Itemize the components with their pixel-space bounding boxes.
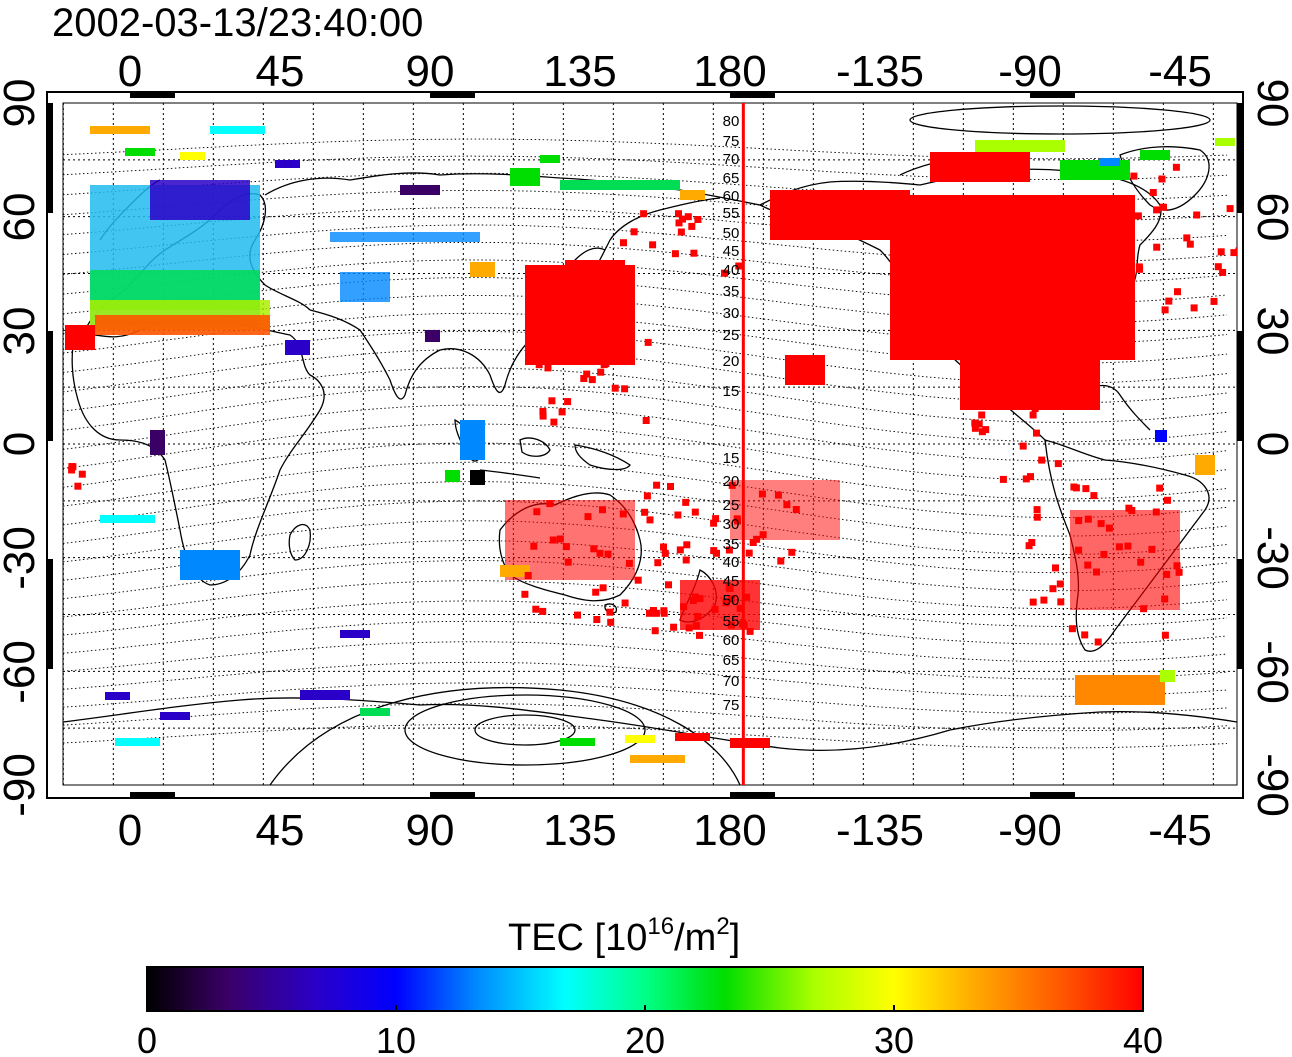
longitude-label: -135 <box>836 47 924 96</box>
magnetic-latitude-label: 75 <box>723 133 740 150</box>
magnetic-latitude-label: 45 <box>723 573 740 590</box>
latitude-label: -60 <box>1248 640 1292 704</box>
colorbar-gradient <box>146 966 1144 1012</box>
latitude-label: 60 <box>1248 193 1292 242</box>
longitude-label: 0 <box>118 47 142 96</box>
magnetic-latitude-label: 40 <box>723 554 740 571</box>
longitude-label: -135 <box>836 806 924 855</box>
magnetic-latitude-label: 35 <box>723 536 740 553</box>
magnetic-latitude-labels: 8075706560555045403530252015152025303540… <box>723 113 740 714</box>
longitude-label: 180 <box>693 47 766 96</box>
magnetic-latitude-label: 60 <box>723 188 740 205</box>
magnetic-latitude-label: 55 <box>723 613 740 630</box>
latitude-label: 90 <box>1248 79 1292 128</box>
magnetic-latitude-label: 80 <box>723 113 740 130</box>
magnetic-latitude-label: 65 <box>723 170 740 187</box>
magnetic-latitude-label: 50 <box>723 225 740 242</box>
tec-scatter-points <box>68 163 1237 646</box>
magnetic-latitude-label: 15 <box>723 450 740 467</box>
magnetic-latitude-label: 20 <box>723 353 740 370</box>
longitude-label: -45 <box>1148 47 1212 96</box>
latitude-label: 0 <box>0 432 44 456</box>
latitude-label: -30 <box>0 526 44 590</box>
magnetic-latitude-label: 45 <box>723 243 740 260</box>
longitude-labels-top: 0 45 90 135 180 -135 -90 -45 <box>118 47 1212 96</box>
latitude-label: 30 <box>0 307 44 356</box>
latitude-label: 30 <box>1248 307 1292 356</box>
longitude-label: 135 <box>543 806 616 855</box>
longitude-label: 45 <box>256 806 305 855</box>
magnetic-latitude-label: 20 <box>723 473 740 490</box>
latitude-label: 90 <box>0 79 44 128</box>
latitude-labels-right: 90 60 30 0 -30 -60 -90 <box>1248 79 1292 817</box>
colorbar-tick-label: 10 <box>376 1020 416 1057</box>
magnetic-latitude-label: 55 <box>723 205 740 222</box>
latitude-label: 0 <box>1248 432 1292 456</box>
latitude-label: 60 <box>0 193 44 242</box>
latitude-label: -30 <box>1248 526 1292 590</box>
magnetic-latitude-label: 30 <box>723 305 740 322</box>
colorbar-ticks: 0 10 20 30 40 <box>137 1005 1163 1057</box>
longitude-label: 90 <box>406 806 455 855</box>
colorbar-label: TEC [1016/m2] <box>508 913 740 959</box>
magnetic-latitude-label: 65 <box>723 652 740 669</box>
magnetic-latitude-label: 75 <box>723 697 740 714</box>
longitude-label: 90 <box>406 47 455 96</box>
magnetic-latitude-label: 70 <box>723 151 740 168</box>
magnetic-latitude-label: 40 <box>723 262 740 279</box>
colorbar-tick-label: 20 <box>625 1020 665 1057</box>
latitude-labels-left: 90 60 30 0 -30 -60 -90 <box>0 79 44 817</box>
colorbar-tick-label: 40 <box>1123 1020 1163 1057</box>
colorbar-tick-label: 30 <box>874 1020 914 1057</box>
latitude-label: -90 <box>1248 753 1292 817</box>
longitude-label: 135 <box>543 47 616 96</box>
longitude-label: 45 <box>256 47 305 96</box>
magnetic-latitude-label: 50 <box>723 592 740 609</box>
magnetic-latitude-label: 15 <box>723 383 740 400</box>
latitude-label: -90 <box>0 753 44 817</box>
colorbar-tick-label: 0 <box>137 1020 157 1057</box>
magnetic-latitude-label: 70 <box>723 673 740 690</box>
longitude-label: -90 <box>998 806 1062 855</box>
magnetic-latitude-label: 25 <box>723 327 740 344</box>
magnetic-latitude-label: 60 <box>723 632 740 649</box>
colorbar: TEC [1016/m2] 0 10 20 30 40 <box>137 913 1163 1057</box>
magnetic-latitude-label: 35 <box>723 283 740 300</box>
tec-data-points <box>65 126 1235 763</box>
longitude-label: -45 <box>1148 806 1212 855</box>
longitude-label: -90 <box>998 47 1062 96</box>
latitude-label: -60 <box>0 640 44 704</box>
magnetic-latitude-label: 25 <box>723 497 740 514</box>
longitude-label: 0 <box>118 806 142 855</box>
longitude-labels-bottom: 0 45 90 135 180 -135 -90 -45 <box>118 806 1212 855</box>
longitude-label: 180 <box>693 806 766 855</box>
magnetic-latitude-label: 30 <box>723 516 740 533</box>
timestamp-title: 2002-03-13/23:40:00 <box>52 1 423 45</box>
